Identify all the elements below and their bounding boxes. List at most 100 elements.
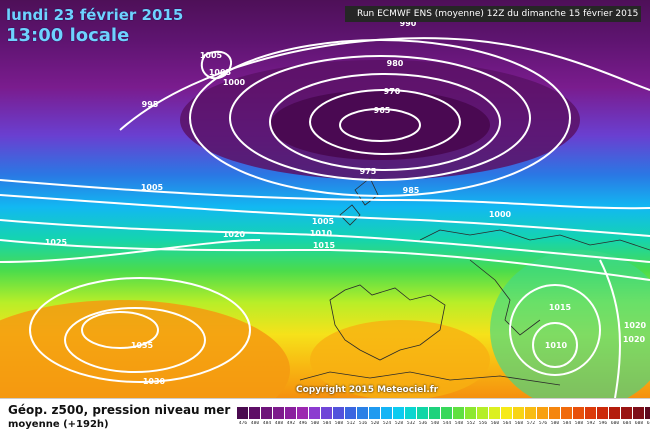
scale-tick: 588 xyxy=(574,421,584,426)
isobar-label: 975 xyxy=(360,167,377,176)
scale-tick: 476 xyxy=(238,421,248,426)
isobar-1030 xyxy=(64,307,206,373)
scale-swatch xyxy=(333,407,345,419)
forecast-date: lundi 23 février 2015 xyxy=(6,6,184,24)
isobar-1005 xyxy=(0,194,650,237)
scale-tick: 532 xyxy=(406,421,416,426)
iberia-coast xyxy=(329,284,446,361)
scale-tick: 496 xyxy=(298,421,308,426)
isobar-label: 1025 xyxy=(45,238,68,247)
scale-swatch xyxy=(357,407,369,419)
scale-tick: 504 xyxy=(322,421,332,426)
isobar-label: 965 xyxy=(374,106,391,115)
isobar-label: 1015 xyxy=(549,303,572,312)
isobar-1015-east xyxy=(509,284,601,376)
scale-tick: 560 xyxy=(490,421,500,426)
isobar-label: 1005 xyxy=(209,68,232,77)
warm-area-2 xyxy=(310,320,490,398)
scale-swatch xyxy=(645,407,650,419)
isobar-label: 1010 xyxy=(545,341,568,350)
scale-tick: 516 xyxy=(358,421,368,426)
isobar-975 xyxy=(269,73,501,171)
isobar-label: 985 xyxy=(403,186,420,195)
scale-swatch xyxy=(489,407,501,419)
isobar-label: 1020 xyxy=(623,335,646,344)
copyright: Copyright 2015 Meteociel.fr xyxy=(296,385,439,395)
scale-swatch xyxy=(345,407,357,419)
scale-swatch xyxy=(381,407,393,419)
isobar-1000 xyxy=(0,179,650,210)
scale-tick: 564 xyxy=(502,421,512,426)
geopotential-map: 990 1005 1005 1000 995 980 970 965 975 9… xyxy=(0,0,650,398)
scale-swatch xyxy=(369,407,381,419)
scale-swatch xyxy=(477,407,489,419)
scale-tick: 524 xyxy=(382,421,392,426)
east-trough xyxy=(490,250,650,398)
isobar-970 xyxy=(309,89,461,155)
scale-swatch xyxy=(621,407,633,419)
isobar-label: 1005 xyxy=(200,51,223,60)
scale-swatch xyxy=(285,407,297,419)
isobar-label: 1020 xyxy=(624,321,647,330)
scale-tick: 576 xyxy=(538,421,548,426)
scale-tick: 488 xyxy=(274,421,284,426)
scale-tick: 604 xyxy=(622,421,632,426)
scale-tick: 596 xyxy=(598,421,608,426)
isobar-label: 1000 xyxy=(223,78,246,87)
scale-swatch xyxy=(501,407,513,419)
europe-coast xyxy=(419,229,650,251)
scale-swatch xyxy=(417,407,429,419)
isobar-label: 1020 xyxy=(223,230,246,239)
legend-footer: Géop. z500, pression niveau mer moyenne … xyxy=(0,398,650,433)
isobar-label: 980 xyxy=(387,59,404,68)
isobar-label: 1030 xyxy=(143,377,166,386)
isobar-label: 970 xyxy=(384,87,401,96)
color-scale xyxy=(237,407,650,419)
scale-tick: 584 xyxy=(562,421,572,426)
isobar-label: 1005 xyxy=(141,183,164,192)
scale-swatch xyxy=(561,407,573,419)
scale-tick: 492 xyxy=(286,421,296,426)
isobar-1015 xyxy=(0,239,650,281)
scale-tick: 500 xyxy=(310,421,320,426)
isobars xyxy=(0,37,650,398)
africa-coast xyxy=(299,371,561,386)
isobar-label: 995 xyxy=(142,100,159,109)
isobar-label: 1035 xyxy=(131,341,154,350)
run-info: Run ECMWF ENS (moyenne) 12Z du dimanche … xyxy=(345,6,641,22)
scale-swatch xyxy=(405,407,417,419)
isobar-1035 xyxy=(81,311,159,349)
scale-tick: 612 xyxy=(646,421,650,426)
forecast-time: 13:00 locale xyxy=(6,25,130,46)
isobar-980 xyxy=(229,55,531,181)
scale-swatch xyxy=(537,407,549,419)
isobar-label: 1005 xyxy=(312,217,335,226)
isobar-1020 xyxy=(0,239,261,263)
scale-swatch xyxy=(525,407,537,419)
scale-tick: 520 xyxy=(370,421,380,426)
scale-tick: 528 xyxy=(394,421,404,426)
scale-tick: 508 xyxy=(334,421,344,426)
isobar-1010-east xyxy=(532,322,578,368)
scale-swatch xyxy=(573,407,585,419)
isobar-label: 1000 xyxy=(489,210,512,219)
isobar-label: 990 xyxy=(400,19,417,28)
isobar-1025 xyxy=(29,277,251,383)
scale-swatch xyxy=(261,407,273,419)
color-scale-labels: 476 480 484 488 492 496 500 504 508 512 516 520 524 5… xyxy=(237,421,650,426)
isobar-labels: 990 1005 1005 1000 995 980 970 965 975 9… xyxy=(45,19,647,386)
scale-tick: 484 xyxy=(262,421,272,426)
isobar-965 xyxy=(339,108,421,142)
scale-tick: 536 xyxy=(418,421,428,426)
isobar-995 xyxy=(119,37,650,131)
scale-swatch xyxy=(609,407,621,419)
scale-swatch xyxy=(465,407,477,419)
scale-swatch xyxy=(237,407,249,419)
scale-swatch xyxy=(393,407,405,419)
isobar-1005-small xyxy=(200,50,232,80)
scale-tick: 512 xyxy=(346,421,356,426)
scale-tick: 552 xyxy=(466,421,476,426)
isobar-1010 xyxy=(0,219,650,263)
scale-tick: 592 xyxy=(586,421,596,426)
